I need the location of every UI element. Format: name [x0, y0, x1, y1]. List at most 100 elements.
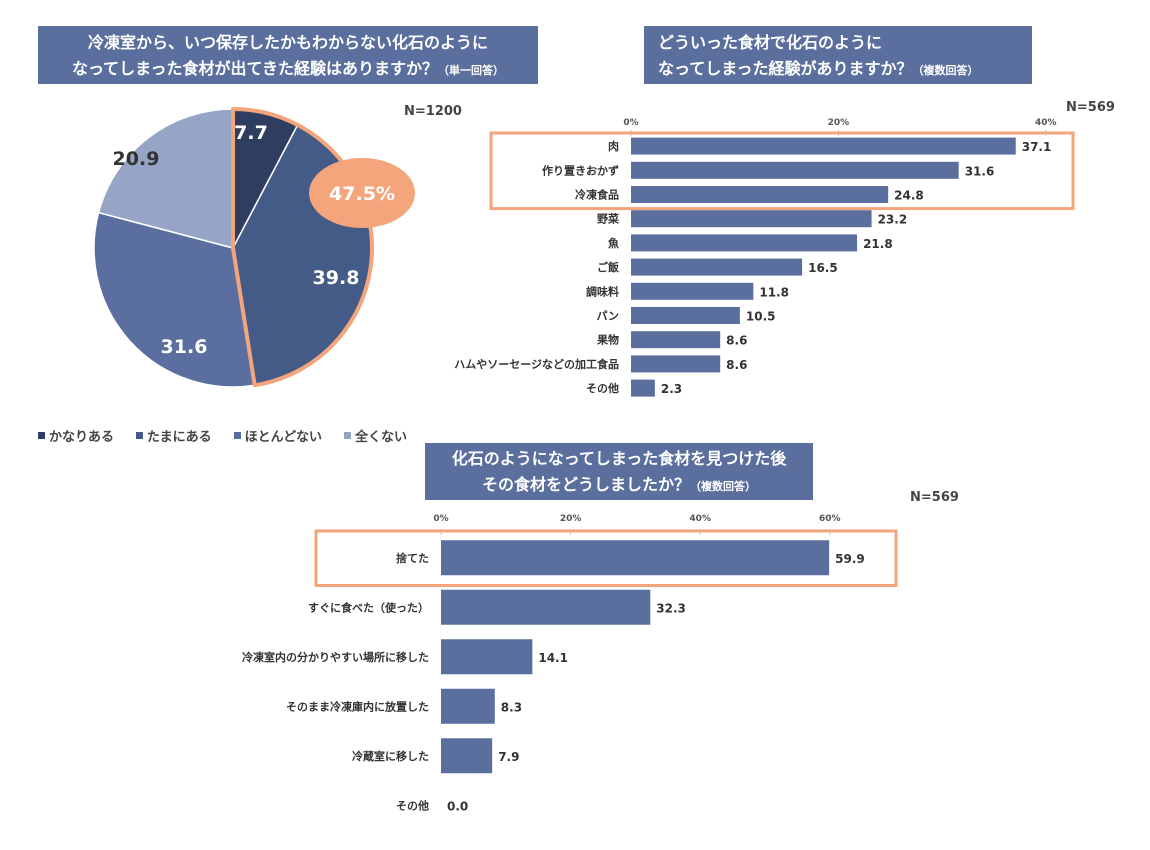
bar	[631, 282, 754, 300]
pie-title-line1: 冷凍室から、いつ保存したかもわからない化石のように	[87, 33, 488, 52]
category-label: その他	[396, 798, 429, 812]
category-label: 果物	[596, 333, 619, 347]
legend-label: ほとんどない	[244, 430, 322, 445]
axis-tick-label: 40%	[689, 514, 711, 524]
pie-slice	[93, 211, 256, 388]
legend-item: かなりある	[38, 426, 114, 445]
bar	[631, 379, 655, 397]
category-label: パン	[596, 310, 619, 323]
bar	[631, 355, 721, 373]
bar	[631, 258, 803, 276]
category-label: ハムやソーセージなどの加工食品	[454, 357, 619, 371]
highlight-box	[489, 131, 1075, 211]
axis-tick-label: 40%	[1035, 118, 1057, 128]
bar	[631, 137, 1016, 155]
pie-chart: 7.7 39.8 31.6 20.9 47.5%	[93, 107, 415, 388]
legend-swatch	[38, 432, 45, 439]
highlight-total-label: 47.5%	[329, 183, 395, 205]
category-label: 作り置きおかず	[542, 163, 619, 177]
category-label: 野菜	[597, 212, 620, 226]
legend-swatch	[233, 432, 241, 439]
bar	[631, 331, 721, 349]
legend-swatch	[136, 432, 144, 439]
pie-title-line2: なってしまった食材が出てきた経験はありますか？	[71, 59, 439, 78]
bar	[631, 161, 959, 179]
value-label: 59.9	[835, 552, 865, 566]
value-label: 14.1	[538, 651, 568, 665]
pie-value-label: 39.8	[313, 267, 360, 289]
bar-chart-actions: 0% 20% 40% 60% 捨てた 59.9 すぐに食べた（使った） 32.3 冷凍室内の分か…	[242, 514, 898, 813]
bar	[631, 186, 889, 203]
category-label: そのまま冷凍庫内に放置した	[286, 699, 429, 713]
axis-tick-label: 20%	[828, 118, 850, 128]
value-label: 23.2	[878, 213, 908, 227]
pie-value-label: 7.7	[234, 122, 268, 144]
value-label: 0.0	[447, 799, 468, 813]
bar1-title-line2: なってしまった経験がありますか？	[658, 59, 913, 78]
value-label: 10.5	[746, 310, 776, 324]
value-label: 24.8	[894, 189, 924, 203]
highlight-box	[314, 529, 898, 587]
category-label: 魚	[608, 236, 619, 250]
legend-label: たまにある	[147, 430, 212, 445]
value-label: 21.8	[863, 237, 893, 251]
bar	[441, 540, 830, 576]
category-label: ご飯	[597, 260, 619, 274]
value-label: 37.1	[1022, 140, 1052, 154]
value-label: 11.8	[759, 285, 789, 299]
category-label: 捨てた	[396, 551, 429, 565]
value-label: 2.3	[661, 382, 682, 396]
axis-tick-label: 0%	[433, 514, 448, 524]
value-label: 8.3	[501, 700, 522, 714]
value-label: 8.6	[726, 334, 747, 348]
pie-n-label: N=1200	[404, 104, 462, 119]
bar2-title-note: （複数回答）	[690, 480, 756, 493]
value-label: 32.3	[656, 601, 686, 615]
pie-highlight-outline	[231, 107, 374, 388]
bar1-title-note: （複数回答）	[912, 64, 979, 77]
pie-slice	[97, 108, 234, 249]
category-label: 肉	[608, 139, 619, 153]
axis-tick-label: 60%	[819, 514, 841, 524]
axis-tick-label: 20%	[560, 514, 582, 524]
value-label: 8.6	[726, 358, 747, 372]
legend-item: ほとんどない	[233, 426, 322, 445]
highlight-bubble	[309, 158, 415, 228]
pie-chart-title: 冷凍室から、いつ保存したかもわからない化石のように なってしまった食材が出てきた…	[38, 26, 538, 84]
category-label: その他	[586, 381, 619, 395]
bar	[631, 234, 858, 252]
category-label: 冷凍室内の分かりやすい場所に移した	[242, 650, 429, 664]
legend-swatch	[344, 432, 351, 439]
axis-tick-label: 0%	[623, 118, 638, 128]
value-label: 16.5	[808, 261, 838, 275]
bar1-n-label: N=569	[1066, 100, 1115, 115]
value-label: 7.9	[498, 750, 519, 764]
bar1-chart-title: どういった食材で化石のように なってしまった経験がありますか？（複数回答）	[644, 26, 1032, 84]
bar2-title-line1: 化石のようになってしまった食材を見つけた後	[451, 449, 787, 468]
pie-title-note: （単一回答）	[438, 64, 505, 77]
pie-value-label: 31.6	[161, 336, 208, 358]
bar	[631, 210, 872, 228]
pie-legend: かなりある たまにある ほとんどない 全くない	[38, 426, 407, 445]
category-label: すぐに食べた（使った）	[308, 600, 429, 614]
bar	[441, 639, 533, 675]
bar	[441, 589, 651, 625]
legend-item: たまにある	[136, 426, 212, 445]
pie-value-label: 20.9	[113, 148, 160, 170]
bar	[631, 307, 740, 324]
category-label: 冷蔵室に移した	[352, 749, 429, 763]
bar2-chart-title: 化石のようになってしまった食材を見つけた後 その食材をどうしましたか？（複数回答…	[425, 443, 813, 500]
legend-item: 全くない	[344, 426, 407, 445]
value-label: 31.6	[965, 164, 995, 178]
bar1-title-line1: どういった食材で化石のように	[658, 33, 883, 52]
bar2-n-label: N=569	[910, 490, 959, 505]
bar-chart-foods: 0% 20% 40% 肉 37.1 作り置きおかず 31.6 冷凍食品 24.8 野菜 23.2 魚 2…	[454, 118, 1075, 397]
category-label: 調味料	[586, 284, 619, 298]
legend-label: 全くない	[355, 430, 408, 445]
bar	[441, 738, 493, 774]
bar	[441, 688, 495, 724]
bar2-title-line2: その食材をどうしましたか？	[481, 475, 690, 494]
category-label: 冷凍食品	[575, 188, 619, 202]
legend-label: かなりある	[49, 430, 115, 445]
